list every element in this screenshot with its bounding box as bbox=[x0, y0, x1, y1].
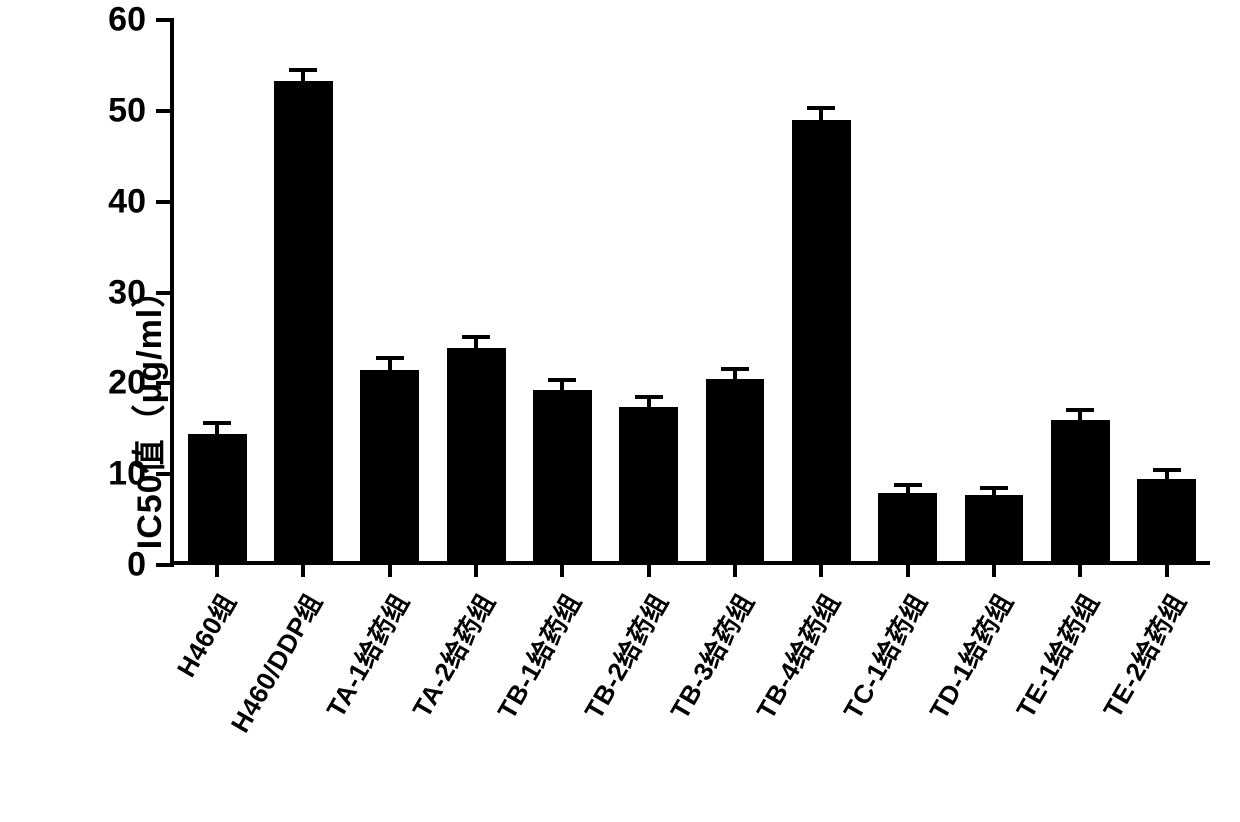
x-tick bbox=[215, 561, 219, 577]
ic50-bar-chart: IC50值（μg/ml） H460组H460/DDP组TA-1给药组TA-2给药… bbox=[0, 0, 1240, 822]
bar bbox=[533, 390, 592, 561]
bar-slot: TA-1给药组 bbox=[347, 20, 433, 561]
bar-slot: TE-2给药组 bbox=[1124, 20, 1210, 561]
x-tick bbox=[992, 561, 996, 577]
bar bbox=[619, 407, 678, 561]
x-tick bbox=[560, 561, 564, 577]
y-tick-label: 30 bbox=[108, 273, 146, 312]
bar-slot: H460/DDP组 bbox=[260, 20, 346, 561]
x-tick-label: H460组 bbox=[167, 586, 244, 683]
x-tick-label: TE-2给药组 bbox=[1093, 586, 1194, 724]
y-tick bbox=[156, 563, 174, 567]
bar bbox=[360, 370, 419, 561]
bar bbox=[447, 348, 506, 561]
y-tick bbox=[156, 472, 174, 476]
x-tick-label: TA-1给药组 bbox=[316, 586, 417, 723]
bar-slot: TC-1给药组 bbox=[865, 20, 951, 561]
y-tick bbox=[156, 381, 174, 385]
y-tick bbox=[156, 109, 174, 113]
x-tick bbox=[647, 561, 651, 577]
bar bbox=[1137, 479, 1196, 561]
bar bbox=[706, 379, 765, 561]
bar bbox=[965, 495, 1024, 561]
bar bbox=[878, 493, 937, 561]
bar bbox=[274, 81, 333, 561]
error-bar-cap bbox=[894, 483, 922, 487]
x-tick-label: TE-1给药组 bbox=[1006, 586, 1107, 724]
error-bar-cap bbox=[721, 367, 749, 371]
x-tick bbox=[388, 561, 392, 577]
error-bar-cap bbox=[1153, 468, 1181, 472]
x-tick bbox=[1078, 561, 1082, 577]
error-bar-cap bbox=[1066, 408, 1094, 412]
error-bar-cap bbox=[289, 68, 317, 72]
y-tick bbox=[156, 291, 174, 295]
bars-container: H460组H460/DDP组TA-1给药组TA-2给药组TB-1给药组TB-2给… bbox=[174, 20, 1210, 561]
y-tick-label: 50 bbox=[108, 91, 146, 130]
bar-slot: TD-1给药组 bbox=[951, 20, 1037, 561]
bar bbox=[792, 120, 851, 561]
error-bar-cap bbox=[980, 486, 1008, 490]
bar-slot: TB-2给药组 bbox=[606, 20, 692, 561]
x-tick bbox=[474, 561, 478, 577]
bar-slot: TB-3给药组 bbox=[692, 20, 778, 561]
error-bar-cap bbox=[548, 378, 576, 382]
plot-area: H460组H460/DDP组TA-1给药组TA-2给药组TB-1给药组TB-2给… bbox=[170, 20, 1210, 565]
x-tick bbox=[819, 561, 823, 577]
error-bar-cap bbox=[807, 106, 835, 110]
bar-slot: TB-1给药组 bbox=[519, 20, 605, 561]
bar-slot: TE-1给药组 bbox=[1037, 20, 1123, 561]
bar-slot: TA-2给药组 bbox=[433, 20, 519, 561]
x-tick bbox=[733, 561, 737, 577]
y-tick bbox=[156, 18, 174, 22]
y-tick-label: 40 bbox=[108, 182, 146, 221]
y-tick-label: 60 bbox=[108, 1, 146, 40]
bar-slot: H460组 bbox=[174, 20, 260, 561]
y-tick-label: 20 bbox=[108, 364, 146, 403]
bar-slot: TB-4给药组 bbox=[778, 20, 864, 561]
x-tick bbox=[301, 561, 305, 577]
error-bar-cap bbox=[376, 356, 404, 360]
y-tick bbox=[156, 200, 174, 204]
x-tick bbox=[906, 561, 910, 577]
x-tick bbox=[1165, 561, 1169, 577]
y-tick-label: 10 bbox=[108, 455, 146, 494]
error-bar-cap bbox=[203, 421, 231, 425]
error-bar-cap bbox=[462, 335, 490, 339]
y-tick-label: 0 bbox=[127, 546, 146, 585]
bar bbox=[188, 434, 247, 561]
error-bar-cap bbox=[635, 395, 663, 399]
y-axis-label: IC50值（μg/ml） bbox=[122, 273, 171, 550]
bar bbox=[1051, 420, 1110, 561]
